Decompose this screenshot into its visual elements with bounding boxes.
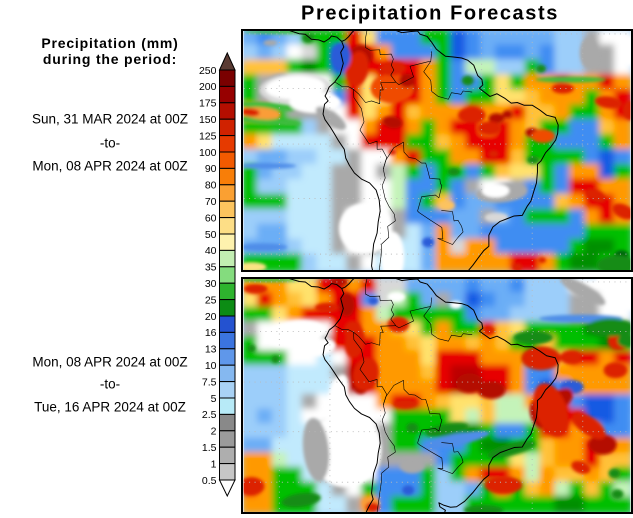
svg-text:7.5: 7.5 [202,376,217,388]
svg-text:60: 60 [205,212,217,224]
svg-text:40: 40 [205,245,217,257]
svg-text:50: 50 [205,229,217,241]
svg-text:80: 80 [205,180,217,192]
svg-text:10: 10 [205,360,217,372]
svg-text:2: 2 [211,426,217,438]
svg-text:100: 100 [199,147,217,159]
svg-text:0.5: 0.5 [202,475,217,487]
svg-text:2.5: 2.5 [202,409,217,421]
svg-text:13: 13 [205,344,217,356]
svg-text:70: 70 [205,196,217,208]
svg-text:175: 175 [199,98,217,110]
svg-text:1.5: 1.5 [202,442,217,454]
svg-text:25: 25 [205,294,217,306]
svg-text:30: 30 [205,278,217,290]
svg-text:35: 35 [205,262,217,274]
svg-text:1: 1 [211,458,217,470]
svg-text:150: 150 [199,114,217,126]
svg-text:125: 125 [199,130,217,142]
svg-text:200: 200 [199,81,217,93]
svg-text:5: 5 [211,393,217,405]
svg-text:16: 16 [205,327,217,339]
svg-text:90: 90 [205,163,217,175]
svg-text:20: 20 [205,311,217,323]
svg-text:250: 250 [199,65,217,77]
